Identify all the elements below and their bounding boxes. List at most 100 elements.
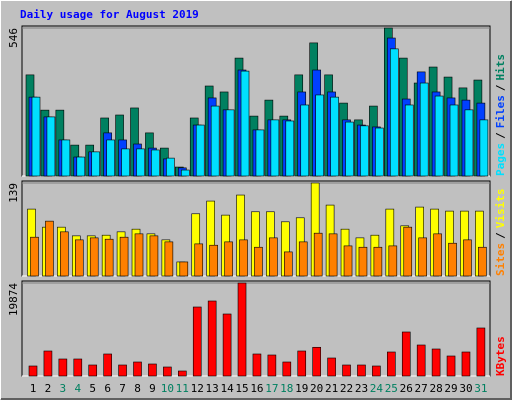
x-tick-label: 21: [325, 382, 338, 395]
bar: [298, 241, 308, 277]
bar: [119, 236, 129, 277]
bar: [390, 48, 399, 177]
bar: [163, 366, 172, 377]
bar: [61, 139, 71, 177]
x-tick-label: 25: [385, 382, 398, 395]
bar: [103, 353, 112, 377]
bar: [209, 244, 218, 277]
bar: [375, 127, 384, 177]
bar: [478, 246, 487, 277]
bar: [73, 358, 83, 377]
bar: [267, 354, 277, 377]
bar: [360, 125, 369, 177]
legend-separator: /: [494, 132, 507, 139]
bar: [121, 148, 130, 177]
bar: [372, 365, 381, 377]
bar: [74, 239, 84, 277]
bar: [148, 363, 157, 377]
x-tick-label: 9: [149, 382, 156, 395]
legend-entry: Files: [494, 95, 507, 128]
x-tick-label: 7: [119, 382, 126, 395]
x-tick-label: 26: [400, 382, 413, 395]
bar: [419, 82, 429, 177]
bar: [269, 237, 278, 277]
bar: [179, 261, 189, 277]
x-tick-label: 5: [89, 382, 96, 395]
x-tick-label: 6: [104, 382, 111, 395]
bar: [358, 246, 368, 277]
bar: [416, 344, 426, 377]
bar: [431, 348, 441, 377]
x-tick-label: 2: [45, 382, 52, 395]
chart-title: Daily usage for August 2019: [20, 8, 199, 21]
bar: [134, 233, 144, 277]
bar: [463, 239, 472, 277]
bar: [343, 245, 353, 277]
bar: [388, 245, 398, 277]
bar: [164, 241, 174, 277]
bar: [270, 119, 280, 177]
bar: [224, 241, 233, 277]
bar: [284, 251, 293, 277]
bar: [149, 235, 159, 277]
legend: Pages / Files / Hits: [494, 54, 507, 176]
bar: [418, 237, 427, 277]
bar: [315, 94, 324, 177]
x-tick-label: 29: [444, 382, 457, 395]
bar: [89, 237, 99, 277]
bar: [30, 236, 39, 277]
x-tick-label: 15: [235, 382, 248, 395]
x-tick-label: 17: [265, 382, 278, 395]
legend: KBytes: [494, 336, 507, 376]
bar: [91, 151, 101, 177]
bar: [252, 353, 262, 377]
bar: [345, 121, 354, 177]
bar: [255, 129, 265, 177]
bar: [476, 327, 486, 377]
bar: [433, 233, 442, 277]
bar: [76, 156, 86, 177]
bar: [88, 364, 98, 377]
legend-entry: Visits: [494, 189, 507, 229]
bar: [151, 149, 160, 177]
bar: [357, 364, 366, 377]
bar: [254, 246, 263, 277]
bar: [285, 120, 295, 177]
x-tick-label: 31: [474, 382, 487, 395]
legend-entry: Hits: [494, 54, 507, 81]
bar: [313, 232, 323, 277]
bar: [297, 350, 307, 377]
bar: [118, 364, 127, 377]
y-tick-label: 19874: [7, 283, 20, 316]
bar: [464, 109, 474, 177]
bar: [194, 243, 204, 277]
bar: [404, 104, 414, 177]
x-tick-label: 16: [250, 382, 263, 395]
bar: [60, 231, 69, 277]
x-tick-label: 14: [220, 382, 234, 395]
bar: [28, 365, 38, 377]
x-tick-label: 13: [206, 382, 219, 395]
bar: [328, 233, 338, 277]
x-tick-label: 12: [191, 382, 204, 395]
bar: [446, 355, 456, 377]
bar: [207, 300, 217, 377]
bar: [461, 351, 471, 377]
bar: [222, 313, 232, 377]
x-tick-label: 28: [429, 382, 442, 395]
bar: [312, 346, 321, 377]
bar: [106, 139, 115, 177]
legend-entry: Pages: [494, 143, 507, 176]
x-tick-label: 18: [280, 382, 293, 395]
bar: [136, 148, 145, 177]
bar: [178, 370, 187, 377]
x-tick-label: 8: [134, 382, 141, 395]
legend-separator: /: [494, 232, 507, 239]
x-tick-label: 27: [415, 382, 428, 395]
bar: [166, 157, 175, 177]
bar: [330, 96, 339, 177]
x-tick-label: 30: [459, 382, 472, 395]
bar: [43, 350, 53, 377]
